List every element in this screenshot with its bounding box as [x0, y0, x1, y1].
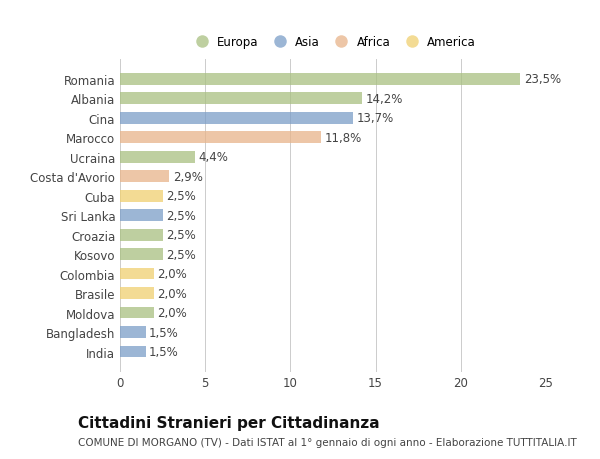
- Text: 2,5%: 2,5%: [166, 190, 196, 203]
- Bar: [120, 288, 154, 299]
- Text: 23,5%: 23,5%: [524, 73, 561, 86]
- Bar: [120, 230, 163, 241]
- Text: 2,0%: 2,0%: [157, 287, 187, 300]
- Text: 2,5%: 2,5%: [166, 248, 196, 261]
- Text: 2,5%: 2,5%: [166, 229, 196, 241]
- Bar: [120, 326, 146, 338]
- Text: 2,5%: 2,5%: [166, 209, 196, 222]
- Bar: [120, 307, 154, 319]
- Text: 2,9%: 2,9%: [173, 170, 203, 183]
- Bar: [120, 268, 154, 280]
- Bar: [120, 249, 163, 260]
- Bar: [120, 346, 146, 358]
- Text: 2,0%: 2,0%: [157, 307, 187, 319]
- Text: 2,0%: 2,0%: [157, 268, 187, 280]
- Text: 13,7%: 13,7%: [357, 112, 394, 125]
- Bar: [120, 190, 163, 202]
- Bar: [120, 151, 195, 163]
- Text: 4,4%: 4,4%: [199, 151, 228, 164]
- Text: Cittadini Stranieri per Cittadinanza: Cittadini Stranieri per Cittadinanza: [78, 415, 380, 431]
- Bar: [120, 113, 353, 124]
- Bar: [120, 210, 163, 222]
- Text: COMUNE DI MORGANO (TV) - Dati ISTAT al 1° gennaio di ogni anno - Elaborazione TU: COMUNE DI MORGANO (TV) - Dati ISTAT al 1…: [78, 437, 577, 447]
- Bar: [120, 132, 321, 144]
- Bar: [120, 74, 520, 85]
- Text: 14,2%: 14,2%: [365, 93, 403, 106]
- Text: 11,8%: 11,8%: [325, 132, 362, 145]
- Text: 1,5%: 1,5%: [149, 345, 179, 358]
- Legend: Europa, Asia, Africa, America: Europa, Asia, Africa, America: [185, 31, 481, 54]
- Text: 1,5%: 1,5%: [149, 326, 179, 339]
- Bar: [120, 93, 362, 105]
- Bar: [120, 171, 169, 183]
